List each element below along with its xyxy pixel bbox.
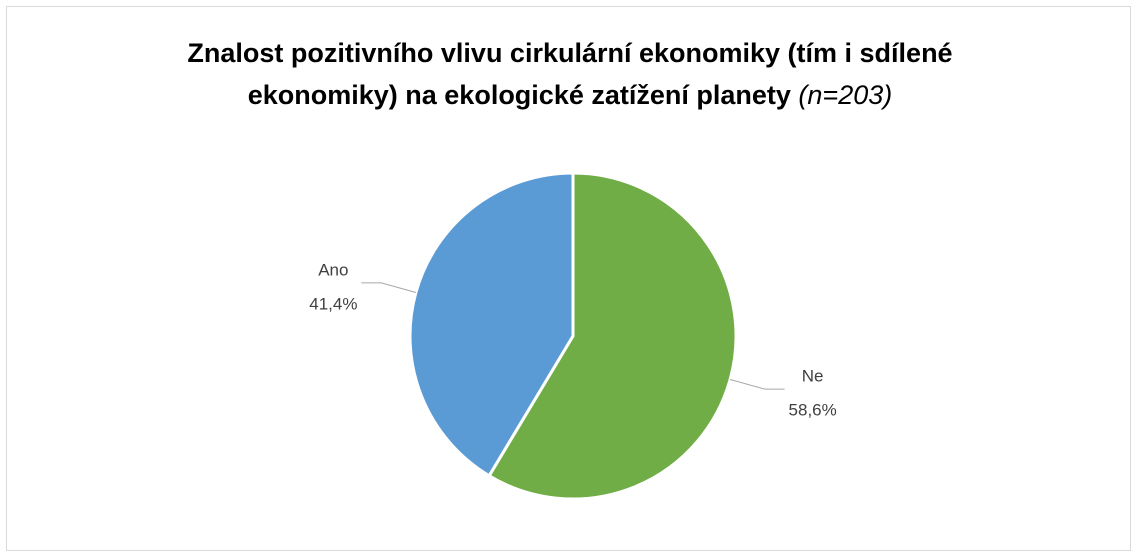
data-label-category: Ano [318, 260, 348, 279]
title-text: Znalost pozitivního vlivu cirkulární eko… [187, 38, 953, 110]
leader-line [361, 282, 417, 293]
title-note: (n=203) [798, 80, 893, 110]
pie-slice [487, 171, 738, 501]
data-label-category: Ne [802, 367, 824, 386]
chart-title: Znalost pozitivního vlivu cirkulární eko… [120, 32, 1020, 116]
leader-line [729, 379, 785, 390]
data-label-value: 58,6% [789, 401, 837, 420]
chart-frame [6, 6, 1131, 551]
data-label-value: 41,4% [309, 294, 357, 313]
